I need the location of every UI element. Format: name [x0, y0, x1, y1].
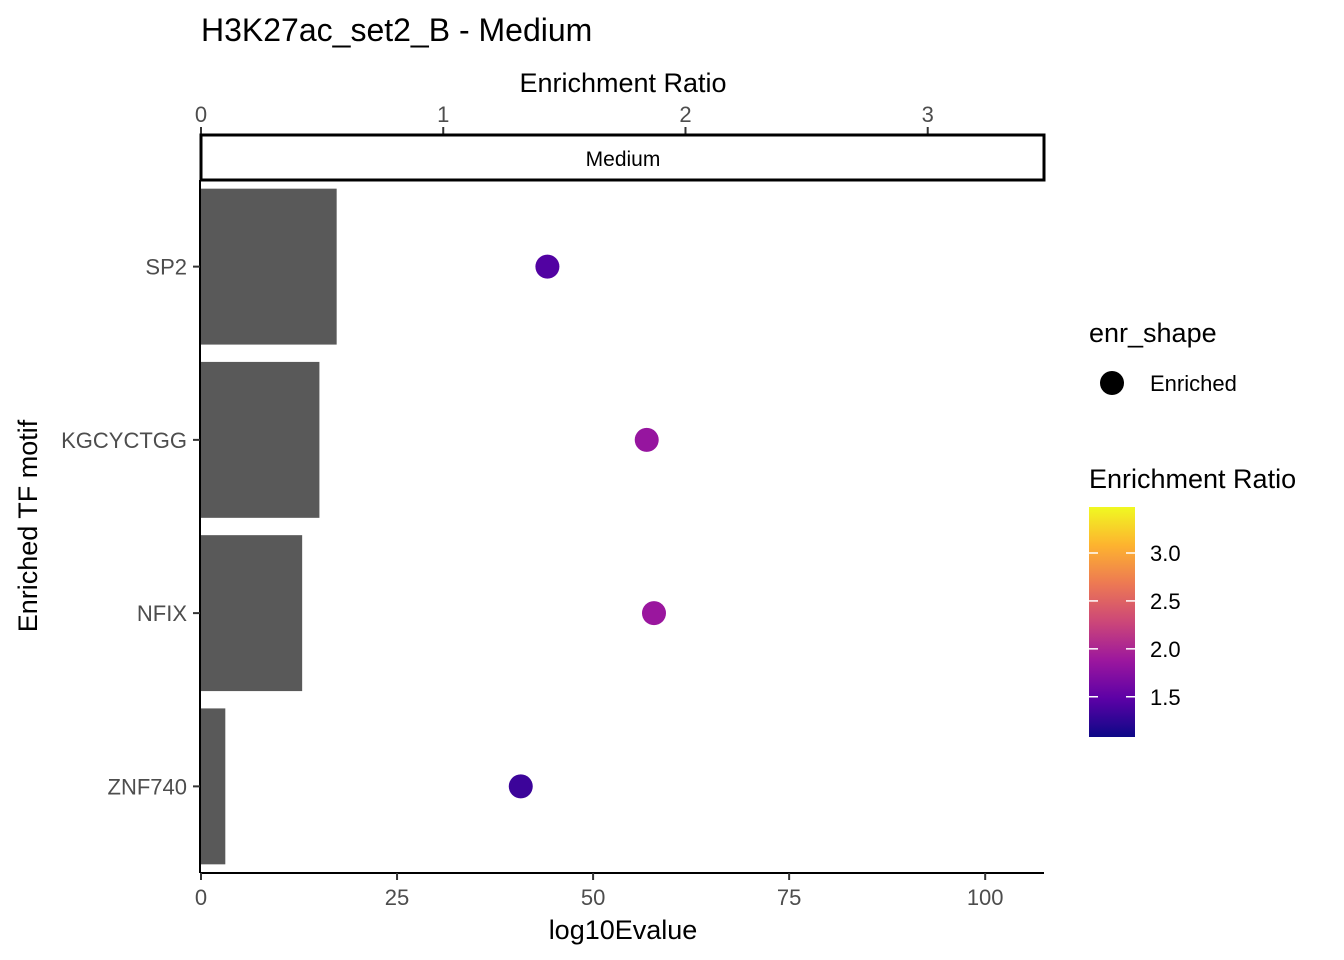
top-tick-label: 3 — [922, 102, 934, 127]
point-sp2 — [535, 254, 560, 279]
y-tick-label: ZNF740 — [108, 774, 187, 799]
x-tick-label: 75 — [777, 885, 801, 910]
colorbar-tick-label: 2.0 — [1150, 637, 1181, 662]
color-legend-title: Enrichment Ratio — [1089, 464, 1296, 494]
x-tick-label: 25 — [385, 885, 409, 910]
y-axis-label: Enriched TF motif — [13, 419, 43, 632]
top-tick-label: 0 — [195, 102, 207, 127]
top-tick-label: 2 — [679, 102, 691, 127]
y-tick-label: KGCYCTGG — [61, 428, 187, 453]
x-tick-label: 0 — [195, 885, 207, 910]
point-znf740 — [508, 774, 533, 799]
shape-legend-key — [1100, 371, 1124, 395]
colorbar — [1089, 507, 1135, 737]
top-axis-label: Enrichment Ratio — [519, 68, 726, 98]
y-tick-label: SP2 — [145, 255, 187, 280]
x-tick-label: 50 — [581, 885, 605, 910]
point-kgcyctgg — [634, 427, 659, 452]
facet-strip — [199, 133, 1046, 182]
shape-legend-label: Enriched — [1150, 371, 1237, 396]
chart-title: H3K27ac_set2_B - Medium — [201, 12, 592, 48]
y-tick-label: NFIX — [137, 601, 187, 626]
shape-legend-title: enr_shape — [1089, 318, 1217, 348]
bar-znf740 — [201, 708, 226, 865]
point-nfix — [641, 601, 666, 626]
top-tick-label: 1 — [437, 102, 449, 127]
bar-sp2 — [201, 188, 337, 345]
x-axis-label: log10Evalue — [549, 915, 698, 945]
colorbar-tick-label: 3.0 — [1150, 541, 1181, 566]
colorbar-tick-label: 2.5 — [1150, 589, 1181, 614]
bar-kgcyctgg — [201, 361, 320, 518]
colorbar-tick-label: 1.5 — [1150, 685, 1181, 710]
facet-label: Medium — [586, 148, 661, 171]
bar-nfix — [201, 535, 303, 692]
x-tick-label: 100 — [967, 885, 1004, 910]
